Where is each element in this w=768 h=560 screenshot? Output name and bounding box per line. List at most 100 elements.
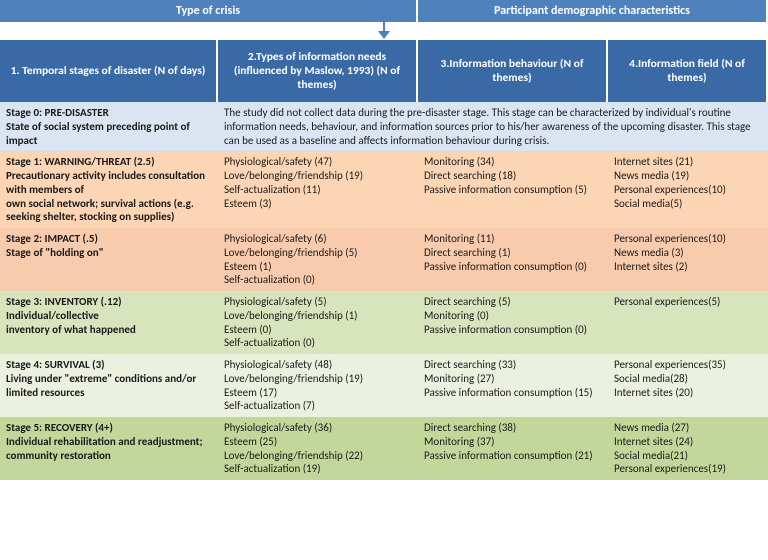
- list-item: News media (3): [614, 246, 762, 260]
- list-item: Physiological/safety (47): [224, 155, 412, 169]
- list-item: Physiological/safety (5): [224, 295, 412, 309]
- stage-desc: own social network; survival actions (e.…: [6, 197, 212, 225]
- list-item: Direct searching (33): [424, 358, 602, 372]
- list-item: Self-actualization (0): [224, 273, 412, 287]
- data-cell-c4: Personal experiences(5): [608, 291, 768, 354]
- list-item: Love/belonging/friendship (22): [224, 449, 412, 463]
- list-item: Monitoring (11): [424, 232, 602, 246]
- list-item: Internet sites (24): [614, 435, 762, 449]
- data-cell-c2: Physiological/safety (36)Esteem (25)Love…: [218, 417, 418, 480]
- stage-cell: Stage 0: PRE-DISASTERState of social sys…: [0, 102, 218, 151]
- stage-cell: Stage 2: IMPACT (.5)Stage of "holding on…: [0, 228, 218, 291]
- data-cell-c4: Internet sites (21)News media (19)Person…: [608, 151, 768, 228]
- list-item: Personal experiences(10): [614, 183, 762, 197]
- list-item: Internet sites (21): [614, 155, 762, 169]
- top-bar: Type of crisis Participant demographic c…: [0, 0, 768, 22]
- table-row: Stage 5: RECOVERY (4+)Individual rehabil…: [0, 417, 768, 480]
- table-row: Stage 3: INVENTORY (.12)Individual/colle…: [0, 291, 768, 354]
- list-item: Self-actualization (19): [224, 462, 412, 476]
- list-item: Monitoring (34): [424, 155, 602, 169]
- list-item: Love/belonging/friendship (5): [224, 246, 412, 260]
- list-item: Personal experiences(35): [614, 358, 762, 372]
- list-item: Esteem (3): [224, 197, 412, 211]
- list-item: Personal experiences(5): [614, 295, 762, 309]
- header-row: 1. Temporal stages of disaster (N of day…: [0, 40, 768, 102]
- data-cell-c2: Physiological/safety (47)Love/belonging/…: [218, 151, 418, 228]
- list-item: Self-actualization (0): [224, 336, 412, 350]
- table-row: Stage 2: IMPACT (.5)Stage of "holding on…: [0, 228, 768, 291]
- list-item: Esteem (17): [224, 386, 412, 400]
- list-item: Monitoring (27): [424, 372, 602, 386]
- data-cell-c3: Direct searching (38)Monitoring (37)Pass…: [418, 417, 608, 480]
- table-row: Stage 1: WARNING/THREAT (2.5)Precautiona…: [0, 151, 768, 228]
- list-item: Esteem (25): [224, 435, 412, 449]
- stage-title: Stage 1: WARNING/THREAT (2.5): [6, 155, 212, 169]
- data-cell-c2: Physiological/safety (5)Love/belonging/f…: [218, 291, 418, 354]
- list-item: Monitoring (0): [424, 309, 602, 323]
- data-cell-c3: Direct searching (33)Monitoring (27)Pass…: [418, 354, 608, 417]
- list-item: Direct searching (5): [424, 295, 602, 309]
- stage-title: Stage 0: PRE-DISASTER: [6, 106, 212, 120]
- header-col2: 2.Types of information needs (influenced…: [218, 40, 418, 102]
- top-right: Participant demographic characteristics: [418, 0, 768, 22]
- data-cell-c2: Physiological/safety (48)Love/belonging/…: [218, 354, 418, 417]
- list-item: News media (27): [614, 421, 762, 435]
- list-item: Passive information consumption (0): [424, 323, 602, 337]
- header-col1: 1. Temporal stages of disaster (N of day…: [0, 40, 218, 102]
- stage-title: Stage 4: SURVIVAL (3): [6, 358, 212, 372]
- data-cell-c3: Monitoring (11)Direct searching (1)Passi…: [418, 228, 608, 291]
- list-item: Love/belonging/friendship (19): [224, 372, 412, 386]
- list-item: Monitoring (37): [424, 435, 602, 449]
- list-item: Internet sites (20): [614, 386, 762, 400]
- list-item: Passive information consumption (0): [424, 260, 602, 274]
- list-item: Passive information consumption (15): [424, 386, 602, 400]
- stage-cell: Stage 1: WARNING/THREAT (2.5)Precautiona…: [0, 151, 218, 228]
- data-cell-c4: News media (27)Internet sites (24)Social…: [608, 417, 768, 480]
- stage-title: Stage 3: INVENTORY (.12): [6, 295, 212, 309]
- stage-desc: Individual/collective: [6, 309, 212, 323]
- list-item: Esteem (0): [224, 323, 412, 337]
- list-item: Physiological/safety (6): [224, 232, 412, 246]
- table-body: Stage 0: PRE-DISASTERState of social sys…: [0, 102, 768, 480]
- list-item: Direct searching (1): [424, 246, 602, 260]
- table-row: Stage 4: SURVIVAL (3)Living under "extre…: [0, 354, 768, 417]
- list-item: Personal experiences(19): [614, 462, 762, 476]
- list-item: Love/belonging/friendship (19): [224, 169, 412, 183]
- data-cell-c4: Personal experiences(35)Social media(28)…: [608, 354, 768, 417]
- list-item: Love/belonging/friendship (1): [224, 309, 412, 323]
- stage-desc: inventory of what happened: [6, 323, 212, 337]
- list-item: Esteem (1): [224, 260, 412, 274]
- data-cell-c2: Physiological/safety (6)Love/belonging/f…: [218, 228, 418, 291]
- merged-note: The study did not collect data during th…: [218, 102, 768, 151]
- table-row: Stage 0: PRE-DISASTERState of social sys…: [0, 102, 768, 151]
- stage-desc: Precautionary activity includes consulta…: [6, 169, 212, 197]
- list-item: Social media(5): [614, 197, 762, 211]
- stage-cell: Stage 5: RECOVERY (4+)Individual rehabil…: [0, 417, 218, 480]
- list-item: Social media(28): [614, 372, 762, 386]
- list-item: News media (19): [614, 169, 762, 183]
- list-item: Direct searching (18): [424, 169, 602, 183]
- list-item: Internet sites (2): [614, 260, 762, 274]
- header-col3: 3.Information behaviour (N of themes): [418, 40, 608, 102]
- list-item: Self-actualization (11): [224, 183, 412, 197]
- stage-desc: Living under "extreme" conditions and/or…: [6, 372, 212, 400]
- stage-desc: State of social system preceding point o…: [6, 120, 212, 148]
- data-cell-c4: Personal experiences(10)News media (3)In…: [608, 228, 768, 291]
- data-cell-c3: Monitoring (34)Direct searching (18)Pass…: [418, 151, 608, 228]
- arrow-down: [0, 22, 768, 40]
- list-item: Passive information consumption (21): [424, 449, 602, 463]
- list-item: Direct searching (38): [424, 421, 602, 435]
- list-item: Physiological/safety (48): [224, 358, 412, 372]
- stage-cell: Stage 3: INVENTORY (.12)Individual/colle…: [0, 291, 218, 354]
- stage-title: Stage 2: IMPACT (.5): [6, 232, 212, 246]
- data-cell-c3: Direct searching (5)Monitoring (0)Passiv…: [418, 291, 608, 354]
- stage-cell: Stage 4: SURVIVAL (3)Living under "extre…: [0, 354, 218, 417]
- list-item: Personal experiences(10): [614, 232, 762, 246]
- list-item: Passive information consumption (5): [424, 183, 602, 197]
- top-left: Type of crisis: [0, 0, 418, 22]
- list-item: Self-actualization (7): [224, 399, 412, 413]
- stage-title: Stage 5: RECOVERY (4+): [6, 421, 212, 435]
- header-col4: 4.Information field (N of themes): [608, 40, 768, 102]
- list-item: Social media(21): [614, 449, 762, 463]
- stage-desc: Stage of "holding on": [6, 246, 212, 260]
